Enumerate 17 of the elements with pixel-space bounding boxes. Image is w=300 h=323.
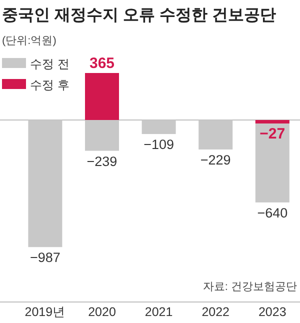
legend-label: 수정 전 bbox=[30, 57, 70, 71]
subtitle: (단위:억원) bbox=[2, 35, 56, 47]
annotation: 자료: 건강보험공단 bbox=[202, 281, 297, 293]
data-label: −229 bbox=[200, 152, 231, 168]
data-label: −987 bbox=[30, 250, 60, 266]
data-label: −239 bbox=[86, 154, 118, 169]
x-tick-label: 2019년 bbox=[24, 305, 66, 319]
data-label: −640 bbox=[257, 205, 288, 220]
legend-label: 수정 후 bbox=[30, 78, 70, 92]
data-label: −27 bbox=[260, 125, 286, 142]
x-tick-label: 2022 bbox=[202, 305, 230, 319]
x-tick-label: 2021 bbox=[144, 305, 173, 319]
data-label: 365 bbox=[89, 55, 115, 72]
data-label: −109 bbox=[144, 137, 174, 152]
x-tick-label: 2023 bbox=[258, 305, 286, 319]
x-tick-label: 2020 bbox=[88, 305, 116, 319]
title: 중국인 재정수지 오류 수정한 건보공단 bbox=[2, 7, 276, 24]
